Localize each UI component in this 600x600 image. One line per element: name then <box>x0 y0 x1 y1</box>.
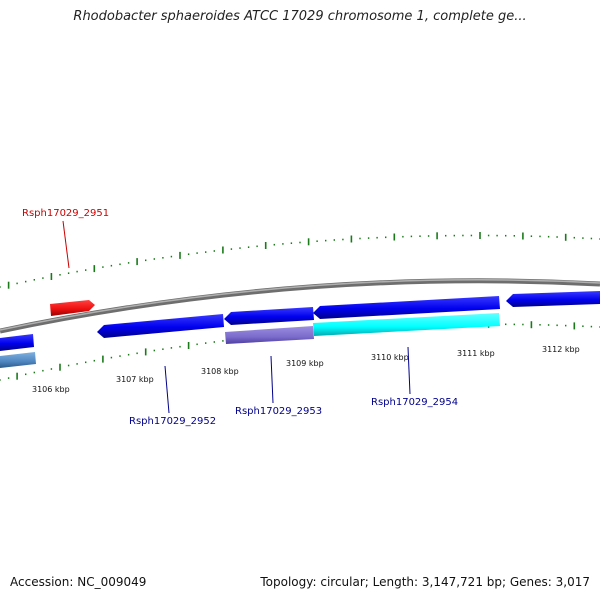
gene-left-edge-blue[interactable] <box>0 334 34 351</box>
gene-labels: Rsph17029_2951 Rsph17029_2952 Rsph17029_… <box>22 208 458 427</box>
gene-rsph17029-2954[interactable] <box>313 313 500 336</box>
gene-label-2953: Rsph17029_2953 <box>235 406 322 417</box>
outer-tick-ring <box>0 232 600 289</box>
gene-rsph17029-2954-upper[interactable] <box>313 296 500 319</box>
kbp-label: 3108 kbp <box>201 367 239 376</box>
leader-line-2952 <box>164 365 170 414</box>
gene-right-edge-blue[interactable] <box>506 291 600 307</box>
topology-text: Topology: circular; Length: 3,147,721 bp… <box>260 575 590 589</box>
map-title: Rhodobacter sphaeroides ATCC 17029 chrom… <box>73 9 527 24</box>
kbp-label: 3106 kbp <box>32 385 70 394</box>
leader-line-2953 <box>270 355 274 404</box>
gene-left-edge-steel[interactable] <box>0 352 36 368</box>
chromosome-backbone <box>0 278 600 334</box>
gene-label-2951: Rsph17029_2951 <box>22 208 109 219</box>
gene-label-2952: Rsph17029_2952 <box>129 416 216 427</box>
kbp-label: 3109 kbp <box>286 359 324 368</box>
gene-rsph17029-2952[interactable] <box>97 314 224 338</box>
gene-label-2954: Rsph17029_2954 <box>371 397 458 408</box>
gene-rsph17029-2953[interactable] <box>225 326 314 344</box>
scale-labels: 3106 kbp 3107 kbp 3108 kbp 3109 kbp 3110… <box>32 345 580 394</box>
kbp-label: 3107 kbp <box>116 375 154 384</box>
gene-rsph17029-2951[interactable] <box>50 300 95 316</box>
accession-text: Accession: NC_009049 <box>10 575 147 589</box>
kbp-label: 3111 kbp <box>457 349 495 358</box>
leader-line-2951 <box>62 220 70 269</box>
gene-leader-lines <box>62 220 411 414</box>
chromosome-backbone-highlight <box>0 279 600 331</box>
leader-line-2954 <box>407 346 411 395</box>
gene-rsph17029-2953-upper[interactable] <box>224 307 314 325</box>
kbp-label: 3112 kbp <box>542 345 580 354</box>
kbp-label: 3110 kbp <box>371 353 409 362</box>
